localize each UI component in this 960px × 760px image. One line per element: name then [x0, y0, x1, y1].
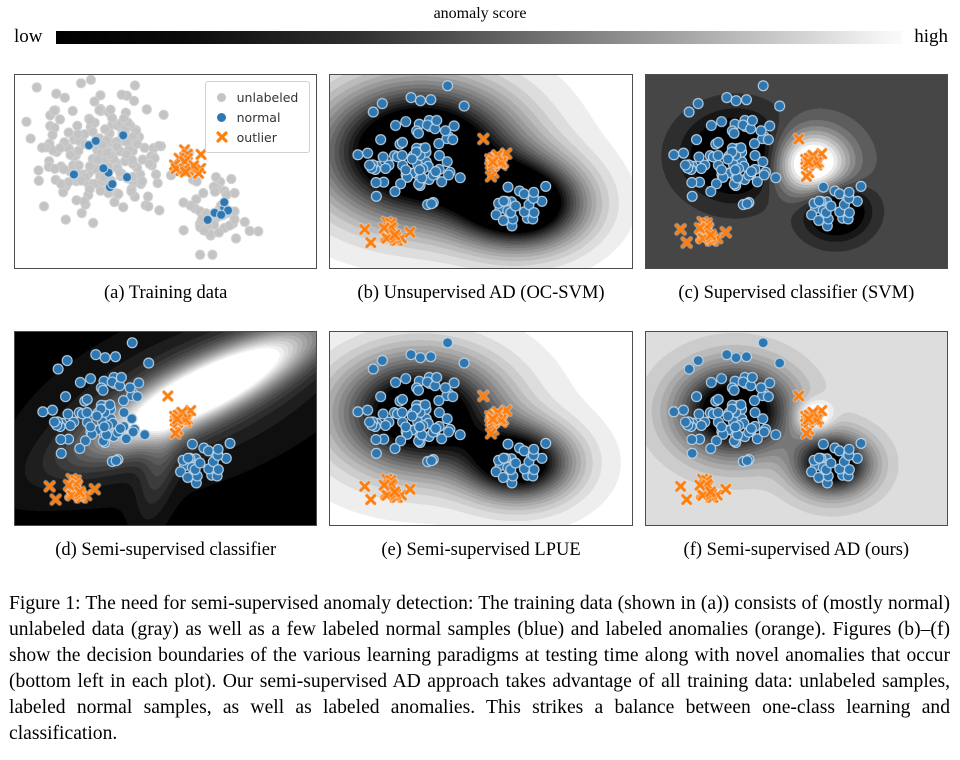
panel-block-f: (f) Semi-supervised AD (ours) — [644, 331, 948, 562]
panel-e-caption: (e) Semi-supervised LPUE — [381, 540, 581, 560]
panel-d — [14, 331, 318, 526]
panel-block-c: (c) Supervised classifier (SVM) — [644, 74, 948, 305]
colorbar-low-label: low — [14, 26, 43, 47]
legend-label-outlier: outlier — [236, 129, 277, 145]
panel-grid: unlabeled normal outlier (a) Training da… — [0, 74, 960, 562]
panel-block-b: (b) Unsupervised AD (OC-SVM) — [329, 74, 633, 305]
panel-f-caption: (f) Semi-supervised AD (ours) — [683, 540, 910, 560]
panel-f-plot — [645, 332, 947, 525]
outlier-marker-icon — [214, 131, 230, 143]
panel-c — [644, 74, 948, 269]
legend-box: unlabeled normal outlier — [204, 81, 311, 153]
panel-e — [329, 331, 633, 526]
panel-d-plot — [15, 332, 317, 525]
panel-block-a: unlabeled normal outlier (a) Training da… — [14, 74, 318, 305]
colorbar-gradient — [55, 30, 903, 44]
panel-block-d: (d) Semi-supervised classifier — [14, 331, 318, 562]
legend-label-unlabeled: unlabeled — [236, 89, 299, 105]
panel-c-caption: (c) Supervised classifier (SVM) — [678, 283, 915, 303]
legend-item-unlabeled: unlabeled — [214, 87, 299, 107]
legend-item-normal: normal — [214, 107, 299, 127]
legend-label-normal: normal — [236, 109, 281, 125]
legend-item-outlier: outlier — [214, 127, 299, 147]
panel-b — [329, 74, 633, 269]
figure-caption: Figure 1: The need for semi-supervised a… — [9, 593, 950, 744]
panel-block-e: (e) Semi-supervised LPUE — [329, 331, 633, 562]
panel-f — [644, 331, 948, 526]
panel-b-plot — [330, 75, 632, 268]
panel-b-caption: (b) Unsupervised AD (OC-SVM) — [357, 283, 605, 303]
panel-d-caption: (d) Semi-supervised classifier — [55, 540, 277, 560]
colorbar: anomaly score low high — [0, 0, 960, 47]
colorbar-high-label: high — [914, 26, 948, 47]
unlabeled-marker-icon — [214, 92, 230, 102]
normal-marker-icon — [214, 112, 230, 122]
panel-a-caption: (a) Training data — [104, 283, 228, 303]
panel-c-plot — [645, 75, 947, 268]
panel-a: unlabeled normal outlier — [14, 74, 318, 269]
colorbar-title: anomaly score — [433, 5, 527, 22]
panel-e-plot — [330, 332, 632, 525]
